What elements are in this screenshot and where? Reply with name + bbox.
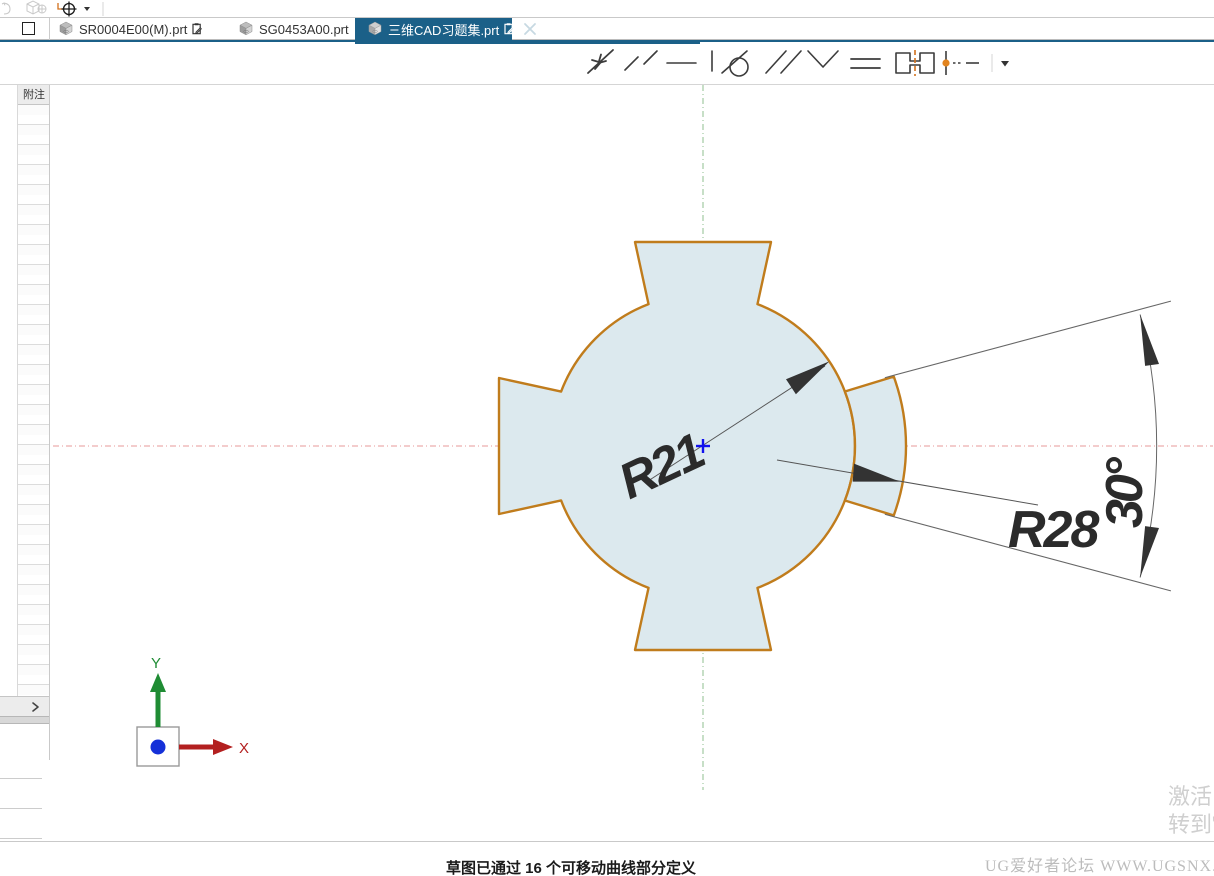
- svg-text:Y: Y: [151, 655, 161, 672]
- svg-text:X: X: [239, 740, 249, 757]
